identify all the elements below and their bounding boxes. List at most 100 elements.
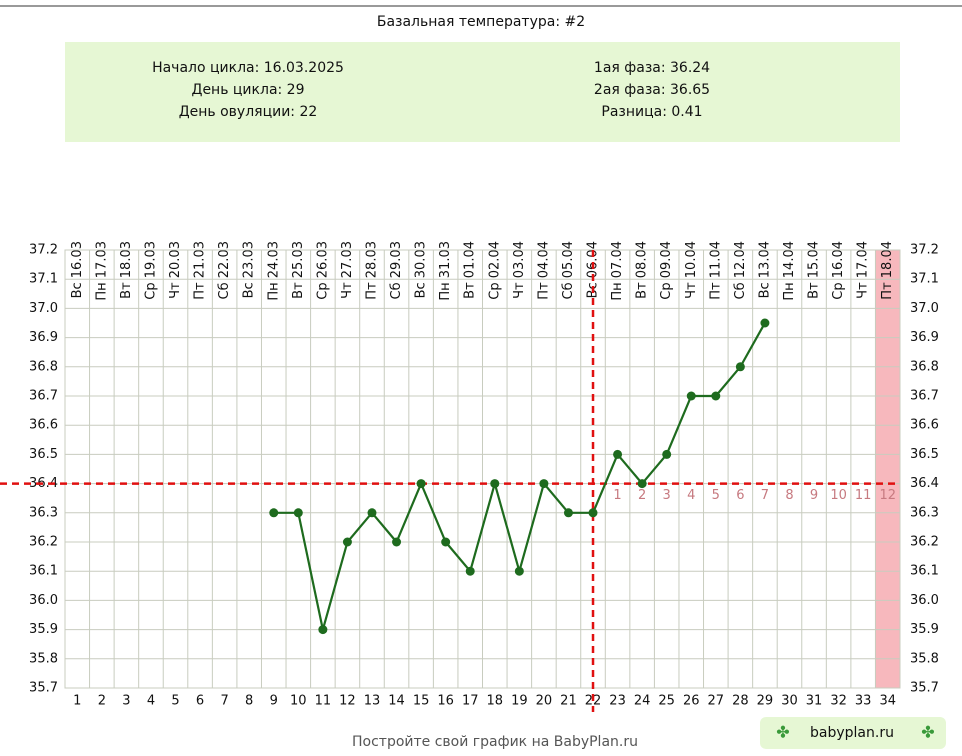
date-label: Пт 28.03 <box>364 241 379 300</box>
x-tick-label: 30 <box>781 694 798 709</box>
clover-icon: ✤ <box>921 723 934 742</box>
x-tick-label: 1 <box>73 694 81 709</box>
date-label: Ср 02.04 <box>487 241 502 300</box>
x-tick-label: 17 <box>462 694 479 709</box>
temperature-point <box>760 318 770 328</box>
x-tick-label: 7 <box>220 694 228 709</box>
x-tick-label: 34 <box>879 694 896 709</box>
phase-day-label: 2 <box>638 488 646 503</box>
y2-tick-label: 37.2 <box>910 243 939 258</box>
info-right: Разница: 0.41 <box>601 104 702 120</box>
date-label: Пн 14.04 <box>782 241 797 301</box>
date-label: Сб 12.04 <box>733 241 748 299</box>
y2-tick-label: 36.0 <box>910 593 939 608</box>
date-label: Ср 16.04 <box>831 241 846 300</box>
phase-day-label: 12 <box>879 488 896 503</box>
y2-tick-label: 35.8 <box>910 651 939 666</box>
date-label: Вс 30.03 <box>414 241 429 298</box>
y-tick-label: 37.0 <box>29 301 58 316</box>
phase-day-label: 7 <box>761 488 769 503</box>
date-label: Чт 10.04 <box>684 241 699 299</box>
y-tick-label: 37.2 <box>29 243 58 258</box>
highlight-column <box>875 250 900 688</box>
x-tick-label: 26 <box>683 694 700 709</box>
date-label: Пт 21.03 <box>193 241 208 300</box>
temperature-point <box>293 508 303 518</box>
y-tick-label: 36.7 <box>29 389 58 404</box>
x-tick-label: 14 <box>388 694 405 709</box>
info-left: Начало цикла: 16.03.2025 <box>152 60 344 76</box>
info-left: День овуляции: 22 <box>179 104 318 120</box>
temperature-point <box>539 479 549 489</box>
date-label: Сб 29.03 <box>389 241 404 299</box>
x-tick-label: 10 <box>290 694 307 709</box>
info-box <box>65 42 900 142</box>
x-tick-label: 23 <box>609 694 626 709</box>
y-tick-label: 36.1 <box>29 564 58 579</box>
phase-day-label: 8 <box>785 488 793 503</box>
date-label: Вс 06.04 <box>586 241 601 298</box>
date-label: Вт 01.04 <box>463 241 478 299</box>
date-label: Сб 05.04 <box>561 241 576 299</box>
date-label: Сб 22.03 <box>217 241 232 299</box>
x-tick-label: 9 <box>270 694 278 709</box>
temperature-point <box>588 508 598 518</box>
date-label: Пн 24.03 <box>266 241 281 301</box>
x-tick-label: 27 <box>708 694 725 709</box>
info-right: 2ая фаза: 36.65 <box>594 82 710 98</box>
y-tick-label: 36.0 <box>29 593 58 608</box>
date-label: Чт 20.03 <box>168 241 183 299</box>
badge-box[interactable] <box>760 717 946 749</box>
temperature-point <box>441 537 451 547</box>
y2-tick-label: 36.5 <box>910 447 939 462</box>
date-label: Пт 04.04 <box>536 241 551 300</box>
date-label: Ср 19.03 <box>143 241 158 300</box>
temperature-point <box>514 566 524 576</box>
x-tick-label: 15 <box>413 694 430 709</box>
y2-tick-label: 36.8 <box>910 359 939 374</box>
x-tick-label: 3 <box>122 694 130 709</box>
date-label: Пт 11.04 <box>708 241 723 300</box>
y2-tick-label: 36.4 <box>910 476 939 491</box>
date-label: Ср 26.03 <box>315 241 330 300</box>
phase-day-label: 6 <box>736 488 744 503</box>
x-tick-label: 31 <box>806 694 823 709</box>
date-label: Вс 13.04 <box>757 241 772 298</box>
y2-tick-label: 36.6 <box>910 418 939 433</box>
x-tick-label: 21 <box>560 694 577 709</box>
date-label: Вт 18.03 <box>119 241 134 299</box>
y-tick-label: 36.8 <box>29 359 58 374</box>
temperature-point <box>662 449 672 459</box>
phase-day-label: 1 <box>613 488 621 503</box>
date-label: Чт 03.04 <box>512 241 527 299</box>
x-tick-label: 11 <box>315 694 332 709</box>
y-tick-label: 37.1 <box>29 272 58 287</box>
date-label: Вс 16.03 <box>70 241 85 298</box>
phase-day-label: 4 <box>687 488 695 503</box>
date-label: Вт 15.04 <box>807 241 822 299</box>
y-tick-label: 36.2 <box>29 535 58 550</box>
temperature-point <box>735 362 745 372</box>
y-tick-label: 35.9 <box>29 622 58 637</box>
temperature-point <box>465 566 475 576</box>
temperature-point <box>490 479 500 489</box>
y2-tick-label: 36.1 <box>910 564 939 579</box>
info-left: День цикла: 29 <box>192 82 305 98</box>
clover-icon: ✤ <box>776 723 789 742</box>
y-tick-label: 36.6 <box>29 418 58 433</box>
date-label: Ср 09.04 <box>659 241 674 300</box>
chart-title: Базальная температура: #2 <box>377 14 585 30</box>
x-tick-label: 24 <box>634 694 651 709</box>
info-right: 1ая фаза: 36.24 <box>594 60 710 76</box>
temperature-point <box>416 479 426 489</box>
temperature-point <box>686 391 696 401</box>
x-tick-label: 2 <box>98 694 106 709</box>
x-tick-label: 6 <box>196 694 204 709</box>
y-tick-label: 35.7 <box>29 681 58 696</box>
x-tick-label: 33 <box>855 694 872 709</box>
y2-tick-label: 37.0 <box>910 301 939 316</box>
badge-text[interactable]: babyplan.ru <box>810 725 894 741</box>
phase-day-label: 3 <box>663 488 671 503</box>
x-tick-label: 18 <box>487 694 504 709</box>
